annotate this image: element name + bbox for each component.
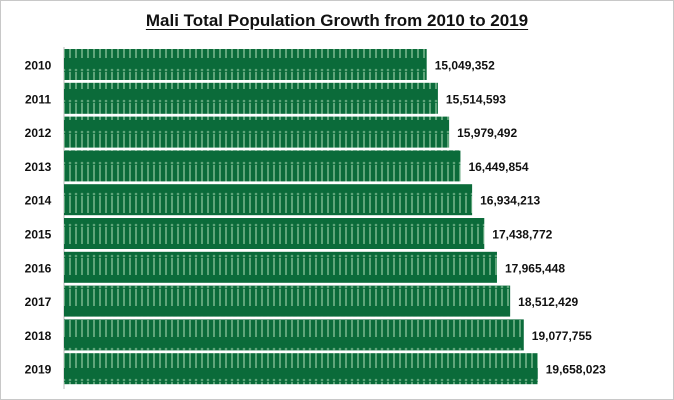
data-label: 19,658,023 (546, 363, 606, 377)
category-label: 2010 (25, 59, 52, 73)
bar-2018 (64, 319, 524, 351)
category-label: 2018 (25, 329, 52, 343)
bar-2015 (64, 218, 485, 249)
data-label: 16,449,854 (468, 160, 528, 174)
bar-2013 (64, 150, 461, 182)
category-label: 2013 (25, 160, 52, 174)
data-label: 19,077,755 (532, 329, 592, 343)
chart-title-text: Mali Total Population Growth from 2010 t… (145, 11, 529, 30)
bar-2019 (64, 353, 538, 385)
category-label: 2015 (25, 228, 52, 242)
chart-title: Mali Total Population Growth from 2010 t… (1, 11, 673, 31)
bar-2012 (64, 116, 450, 148)
bar-2016 (64, 251, 497, 283)
bar-2010 (64, 49, 427, 80)
data-label: 16,934,213 (480, 194, 540, 208)
data-label: 15,049,352 (435, 59, 495, 73)
data-label: 15,979,492 (457, 126, 517, 140)
category-label: 2019 (25, 363, 52, 377)
data-label: 17,438,772 (492, 228, 552, 242)
data-label: 15,514,593 (446, 92, 506, 106)
category-label: 2016 (25, 261, 52, 275)
category-label: 2014 (25, 194, 52, 208)
category-label: 2012 (25, 126, 52, 140)
data-label: 17,965,448 (505, 261, 565, 275)
bar-2017 (64, 285, 511, 317)
bar-2011 (64, 82, 438, 114)
data-label: 18,512,429 (518, 295, 578, 309)
category-label: 2017 (25, 295, 52, 309)
bar-2014 (64, 184, 473, 216)
category-label: 2011 (25, 92, 51, 106)
